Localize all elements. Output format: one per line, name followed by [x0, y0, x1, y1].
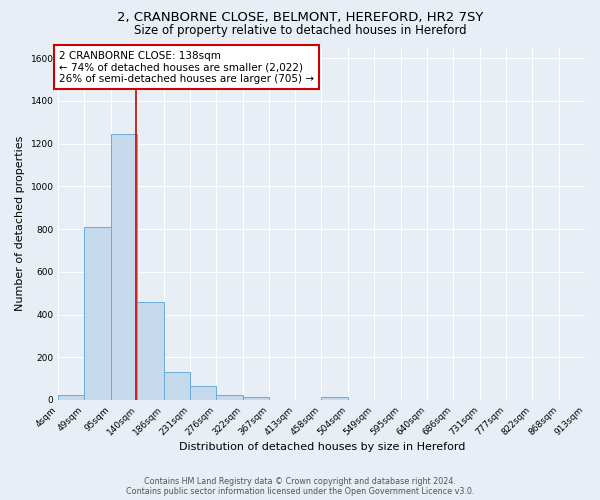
Bar — [164, 372, 190, 400]
Text: 2 CRANBORNE CLOSE: 138sqm
← 74% of detached houses are smaller (2,022)
26% of se: 2 CRANBORNE CLOSE: 138sqm ← 74% of detac… — [59, 50, 314, 84]
X-axis label: Distribution of detached houses by size in Hereford: Distribution of detached houses by size … — [179, 442, 465, 452]
Bar — [111, 134, 137, 400]
Bar — [242, 397, 269, 400]
Bar — [322, 397, 348, 400]
Bar — [85, 227, 111, 400]
Y-axis label: Number of detached properties: Number of detached properties — [15, 136, 25, 312]
Bar — [58, 394, 85, 400]
Bar — [190, 386, 216, 400]
Text: Size of property relative to detached houses in Hereford: Size of property relative to detached ho… — [134, 24, 466, 37]
Bar — [137, 302, 164, 400]
Text: Contains HM Land Registry data © Crown copyright and database right 2024.
Contai: Contains HM Land Registry data © Crown c… — [126, 476, 474, 496]
Text: 2, CRANBORNE CLOSE, BELMONT, HEREFORD, HR2 7SY: 2, CRANBORNE CLOSE, BELMONT, HEREFORD, H… — [117, 11, 483, 24]
Bar — [216, 394, 242, 400]
